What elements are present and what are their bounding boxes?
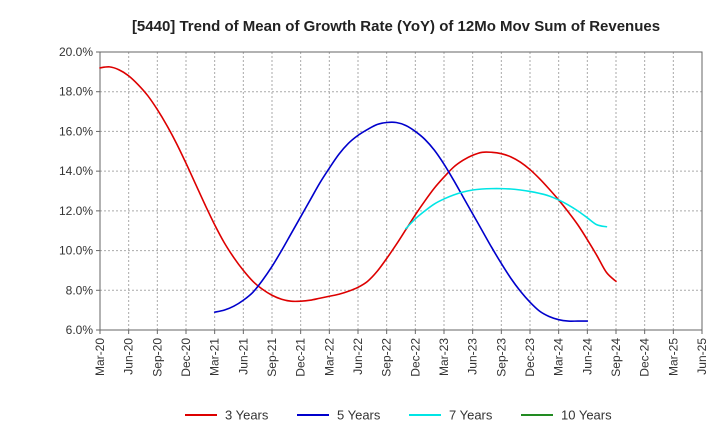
x-tick-label: Sep-20 [150, 338, 164, 377]
x-tick-label: Sep-23 [494, 338, 508, 377]
y-tick-label: 8.0% [66, 283, 94, 297]
x-tick-label: Dec-21 [294, 338, 308, 377]
x-tick-label: Mar-20 [93, 338, 107, 376]
series-lines [99, 66, 617, 322]
plot-area [99, 51, 703, 331]
y-tick-label: 14.0% [59, 164, 93, 178]
legend: 3 Years 5 Years 7 Years 10 Years [185, 408, 612, 423]
x-tick-label: Dec-22 [408, 338, 422, 377]
x-tick-label: Jun-21 [236, 338, 250, 375]
x-tick-label: Mar-23 [437, 338, 451, 376]
series-line-3-years [99, 66, 617, 303]
x-tick-label: Jun-22 [351, 338, 365, 375]
x-tick-label: Dec-23 [523, 338, 537, 377]
series-line-7-years [404, 187, 608, 230]
y-tick-label: 18.0% [59, 85, 93, 99]
y-gridlines [100, 51, 702, 331]
series-line-5-years [213, 121, 589, 322]
x-tick-label: Jun-23 [466, 338, 480, 375]
x-tick-label: Sep-21 [265, 338, 279, 377]
x-tick-label: Dec-20 [179, 338, 193, 377]
y-tick-label: 16.0% [59, 124, 93, 138]
x-tick-label: Jun-25 [695, 338, 709, 375]
x-tick-label: Mar-21 [208, 338, 222, 376]
x-gridlines [99, 52, 703, 330]
x-tick-label: Sep-24 [609, 338, 623, 377]
legend-label-3-years: 3 Years [225, 408, 269, 423]
x-tick-label: Dec-24 [638, 338, 652, 377]
x-tick-label: Jun-20 [122, 338, 136, 375]
x-tick-label: Sep-22 [380, 338, 394, 377]
y-tick-label: 6.0% [66, 323, 94, 337]
x-tick-label: Mar-22 [322, 338, 336, 376]
legend-label-10-years: 10 Years [561, 408, 612, 423]
y-tick-label: 20.0% [59, 45, 93, 59]
x-tick-label: Jun-24 [580, 338, 594, 375]
x-tick-label: Mar-25 [666, 338, 680, 376]
legend-label-5-years: 5 Years [337, 408, 381, 423]
y-tick-label: 10.0% [59, 244, 93, 258]
legend-label-7-years: 7 Years [449, 408, 493, 423]
y-tick-label: 12.0% [59, 204, 93, 218]
y-axis: 6.0% 8.0% 10.0% 12.0% 14.0% 16.0% 18.0% 20.0% [59, 45, 100, 337]
chart-title: [5440] Trend of Mean of Growth Rate (YoY… [132, 18, 660, 35]
x-tick-label: Mar-24 [552, 338, 566, 376]
x-axis: Mar-20 Jun-20 Sep-20 Dec-20 Mar-21 Jun-21 Sep-… [93, 330, 709, 377]
